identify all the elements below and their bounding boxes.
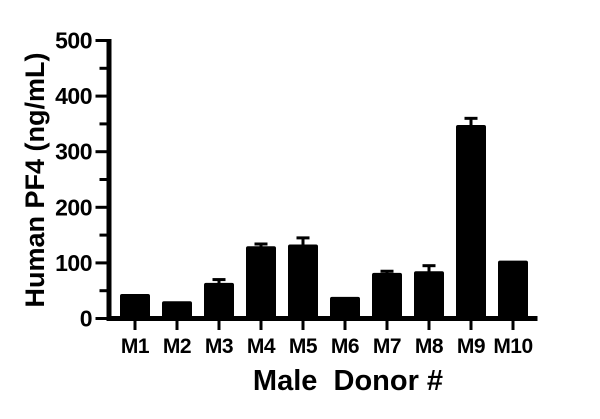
x-category-label-m1: M1	[121, 335, 150, 358]
bar-m4	[246, 246, 276, 321]
error-bar-cap-m8	[422, 264, 436, 268]
x-category-label-m7: M7	[373, 335, 401, 358]
y-tick-label-200: 200	[55, 194, 92, 220]
chart-generated-layer: 0 100 200 300 400 500 M1 M2 M3 M4 M5 M6 M7 M8 M9 M10	[55, 28, 538, 358]
x-tick-m8	[427, 321, 431, 330]
y-minor-tick-250	[99, 178, 107, 181]
error-bar-stem-m3	[217, 279, 221, 285]
x-category-label-m4: M4	[247, 335, 276, 358]
x-axis-line	[106, 316, 538, 321]
x-category-label-m2: M2	[163, 335, 191, 358]
x-tick-m10	[511, 321, 515, 330]
y-tick-label-500: 500	[55, 28, 92, 54]
error-bar-cap-m4	[254, 242, 268, 246]
bar-m2	[162, 301, 192, 321]
x-tick-m7	[385, 321, 389, 330]
bar-m9	[456, 125, 486, 321]
y-tick-label-0: 0	[80, 306, 92, 332]
y-major-tick-200	[95, 205, 107, 209]
x-category-label-m10: M10	[493, 335, 532, 358]
x-category-label-m9: M9	[457, 335, 485, 358]
x-axis-title: Male Donor #	[253, 365, 443, 397]
x-tick-m2	[175, 321, 179, 330]
y-major-tick-400	[95, 94, 107, 98]
bar-m1	[120, 294, 150, 321]
x-category-label-m5: M5	[289, 335, 318, 358]
bar-m6	[330, 296, 360, 321]
y-major-tick-100	[95, 261, 107, 265]
x-tick-m3	[217, 321, 221, 330]
y-axis-line	[106, 39, 112, 321]
y-minor-tick-50	[99, 289, 107, 293]
error-bar-stem-m5	[301, 237, 305, 247]
y-major-tick-0	[95, 317, 107, 320]
bar-m8	[414, 271, 444, 321]
y-axis-title: Human PF4 (ng/mL)	[20, 53, 50, 308]
error-bar-stem-m8	[427, 265, 431, 274]
error-bar-cap-m3	[212, 278, 226, 282]
error-bar-cap-m5	[296, 236, 310, 240]
bar-m3	[204, 282, 234, 321]
error-bar-cap-m7	[380, 269, 394, 273]
y-major-tick-300	[95, 150, 107, 154]
x-tick-m9	[469, 321, 473, 330]
x-tick-m6	[343, 321, 347, 330]
error-bar-stem-m4	[259, 243, 263, 249]
x-category-label-m6: M6	[331, 335, 359, 358]
error-bar-cap-m9	[464, 116, 478, 120]
y-minor-tick-150	[99, 233, 107, 237]
y-major-tick-500	[95, 39, 107, 42]
bar-m7	[372, 272, 402, 321]
y-minor-tick-450	[99, 66, 107, 70]
x-tick-m1	[133, 321, 137, 330]
x-tick-m4	[259, 321, 263, 330]
error-bar-stem-m9	[469, 118, 473, 128]
y-minor-tick-350	[99, 122, 107, 126]
bar-m10	[498, 260, 528, 321]
x-category-label-m3: M3	[205, 335, 233, 358]
y-tick-label-300: 300	[55, 139, 92, 165]
y-tick-label-400: 400	[55, 83, 92, 109]
bar-m5	[288, 244, 318, 321]
x-category-label-m8: M8	[415, 335, 444, 358]
x-tick-m5	[301, 321, 305, 330]
y-tick-label-100: 100	[55, 250, 92, 276]
